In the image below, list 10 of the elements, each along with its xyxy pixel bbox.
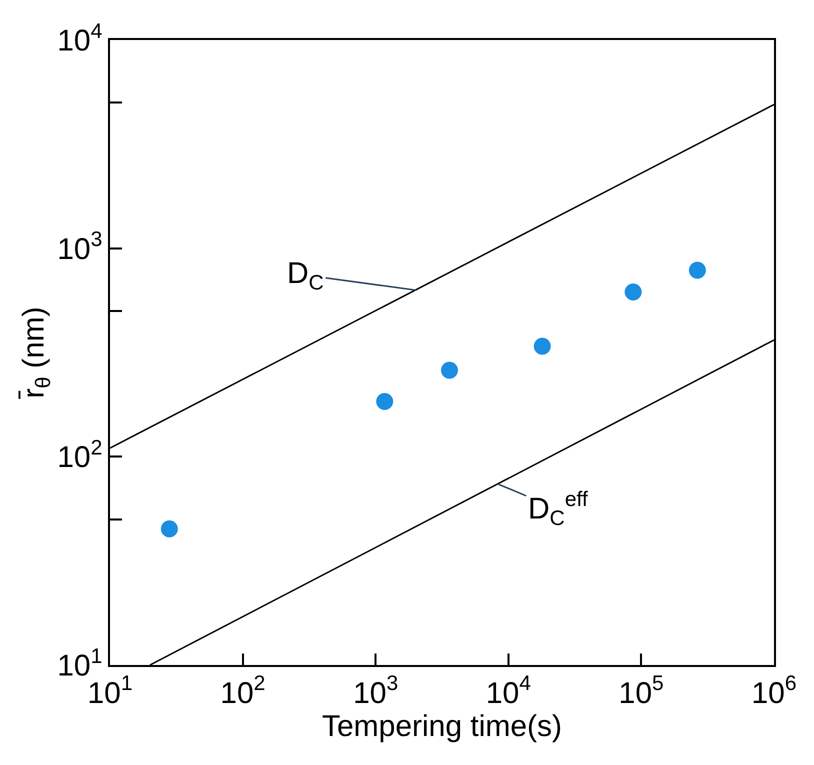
y-tick-label: 10$^{4}$ — [57, 20, 103, 58]
x-tick-label: 10$^{2}$ — [220, 672, 266, 710]
x-tick-label: 10$^{4}$ — [486, 672, 532, 710]
y-tick-label: 10$^{2}$ — [57, 436, 102, 474]
x-tick-label: 10$^{5}$ — [618, 672, 664, 710]
x-tick-label: 10$^{3}$ — [353, 672, 398, 710]
x-tick-label: 10$^{6}$ — [751, 672, 797, 710]
annotation: D$_{C}$ — [287, 257, 324, 294]
y-tick-label: 10$^{3}$ — [57, 228, 102, 266]
x-axis-title: Tempering time(s) — [322, 710, 562, 743]
